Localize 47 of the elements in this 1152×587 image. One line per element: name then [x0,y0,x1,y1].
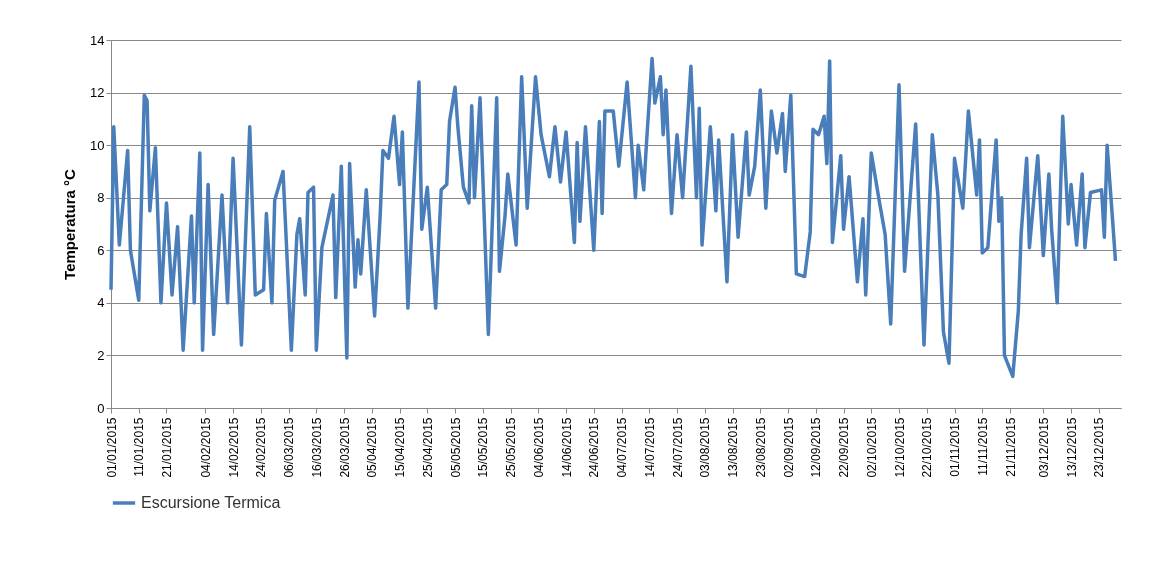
x-tick-label: 24/06/2015 [587,417,602,478]
y-tick-label: 12 [90,85,105,101]
x-tick-label: 11/01/2015 [132,417,147,477]
x-tick-label: 24/02/2015 [254,417,269,478]
x-tick-label: 15/05/2015 [476,417,491,478]
x-tick-label: 23/12/2015 [1092,417,1107,478]
x-tick-label: 05/05/2015 [448,417,463,478]
x-tick-label: 02/09/2015 [781,417,796,478]
x-tick-label: 01/01/2015 [104,417,119,478]
x-tick-label: 21/01/2015 [159,417,174,478]
x-tick-label: 11/11/2015 [975,417,990,476]
x-tick-label: 25/05/2015 [504,417,519,478]
y-tick-label: 10 [90,137,105,153]
y-tick-label: 8 [97,190,105,206]
x-tick-label: 02/10/2015 [864,417,879,478]
y-axis-title: Temperatura °C [61,168,79,280]
x-tick-label: 13/12/2015 [1064,417,1079,478]
x-tick-label: 14/02/2015 [226,417,241,478]
x-tick-label: 03/12/2015 [1036,417,1051,478]
x-tick-label: 16/03/2015 [309,417,324,478]
x-tick-label: 25/04/2015 [420,417,435,478]
x-tick-label: 13/08/2015 [726,417,741,478]
legend-label: Escursione Termica [141,494,281,511]
x-tick-label: 04/02/2015 [198,417,213,478]
x-tick-label: 22/10/2015 [920,417,935,478]
x-tick-label: 12/10/2015 [892,417,907,478]
x-tick-label: 01/11/2015 [948,417,963,477]
x-tick-label: 14/06/2015 [559,417,574,478]
x-tick-label: 15/04/2015 [393,417,408,478]
x-tick-label: 06/03/2015 [282,417,297,478]
x-tick-label: 26/03/2015 [337,417,352,478]
x-tick-label: 21/11/2015 [1003,417,1018,477]
y-tick-label: 2 [97,347,105,363]
y-tick-label: 4 [97,295,105,311]
y-tick-label: 0 [97,400,105,416]
x-tick-label: 24/07/2015 [670,417,685,478]
x-tick-label: 04/06/2015 [531,417,546,478]
line-series [109,56,1118,379]
x-tick-label: 12/09/2015 [809,417,824,478]
y-tick-label: 14 [90,32,105,48]
x-tick-label: 22/09/2015 [837,417,852,478]
x-tick-label: 05/04/2015 [365,417,380,478]
x-tick-label: 04/07/2015 [615,417,630,478]
x-tick-label: 03/08/2015 [698,417,713,478]
y-tick-label: 6 [97,242,105,258]
x-tick-label: 23/08/2015 [753,417,768,478]
x-tick-label: 14/07/2015 [642,417,657,478]
